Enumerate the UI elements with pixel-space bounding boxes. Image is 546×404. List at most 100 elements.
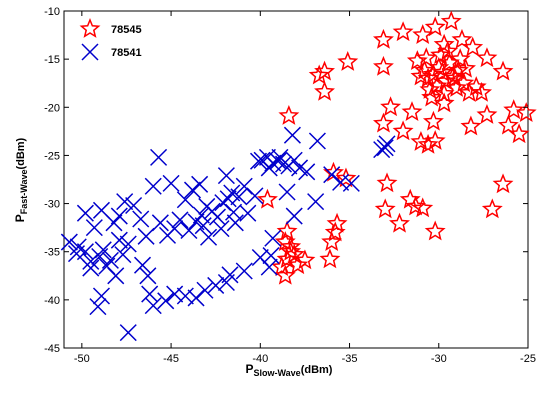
point-78541-15 — [105, 214, 123, 232]
point-78545-55 — [424, 130, 446, 150]
legend-x-icon — [81, 43, 99, 61]
x-axis-label: PSlow-Wave(dBm) — [246, 362, 333, 378]
point-78541-26 — [166, 220, 184, 238]
point-78541-22 — [150, 148, 168, 166]
point-78545-48 — [373, 112, 394, 133]
point-78541-5 — [94, 241, 112, 259]
point-78545-56 — [492, 173, 514, 194]
legend-label-78541: 78541 — [111, 47, 142, 59]
point-78541-62 — [308, 132, 326, 150]
point-78541-45 — [183, 181, 202, 199]
point-78541-89 — [144, 297, 162, 315]
point-78541-84 — [166, 285, 184, 303]
point-78541-47 — [217, 167, 235, 185]
point-78545-79 — [274, 264, 296, 285]
point-78545-52 — [433, 92, 455, 113]
point-78541-92 — [89, 298, 107, 316]
point-78541-50 — [249, 152, 268, 170]
point-78545-27 — [430, 44, 451, 65]
point-78541-94 — [67, 245, 86, 263]
point-78541-18 — [125, 196, 143, 215]
point-78545-3 — [392, 21, 414, 42]
point-78545-41 — [503, 99, 525, 120]
point-78541-7 — [101, 251, 119, 269]
point-78541-33 — [208, 208, 227, 226]
point-78545-50 — [476, 104, 498, 124]
point-78545-21 — [442, 65, 464, 86]
y-tick-label-3: -25 — [44, 150, 60, 162]
point-78545-24 — [453, 72, 475, 93]
point-78541-10 — [114, 246, 132, 264]
point-78545-46 — [401, 101, 423, 121]
point-78541-41 — [226, 214, 244, 232]
point-78541-24 — [151, 214, 169, 232]
point-78541-54 — [269, 152, 287, 170]
point-78545-69 — [257, 188, 278, 209]
point-78545-1 — [424, 16, 446, 37]
point-78545-31 — [415, 47, 437, 68]
point-78541-43 — [246, 187, 264, 205]
point-78545-8 — [476, 47, 498, 68]
point-78545-76 — [283, 243, 305, 264]
point-78545-37 — [451, 28, 473, 49]
point-78541-9 — [110, 231, 128, 249]
point-78545-28 — [437, 40, 459, 61]
point-78541-17 — [116, 193, 134, 211]
y-tick-label-0: -10 — [44, 6, 60, 18]
point-78541-0 — [60, 233, 78, 251]
point-78545-61 — [405, 195, 427, 216]
point-78545-54 — [417, 133, 439, 154]
point-78545-39 — [465, 76, 487, 96]
y-tick-label-7: -45 — [44, 343, 60, 355]
marks-layer — [60, 10, 537, 342]
point-78541-91 — [92, 287, 111, 305]
point-78541-44 — [176, 191, 194, 209]
point-78541-38 — [194, 217, 212, 235]
point-78541-23 — [162, 174, 180, 192]
point-78541-27 — [171, 211, 189, 229]
point-78541-28 — [180, 222, 198, 240]
ticks-layer: -50 -45 -40 -35 -30 -25 -10 -15 -20 -25 -30 -35 -40 -… — [44, 6, 536, 365]
point-78545-68 — [278, 104, 300, 125]
point-78545-57 — [481, 198, 503, 219]
point-78545-11 — [314, 60, 335, 81]
point-78545-0 — [412, 24, 434, 44]
point-78541-87 — [133, 256, 152, 274]
point-78545-9 — [337, 51, 359, 71]
legend: 78545 78541 — [79, 18, 142, 61]
series-78541 — [60, 126, 396, 342]
point-78541-63 — [298, 163, 316, 181]
point-78541-80 — [207, 276, 225, 294]
point-78545-65 — [376, 172, 398, 193]
point-78541-85 — [157, 292, 175, 310]
point-78541-64 — [323, 166, 341, 184]
point-78541-30 — [192, 206, 210, 224]
point-78541-68 — [376, 139, 394, 157]
point-78545-78 — [287, 254, 309, 275]
point-78541-12 — [76, 204, 94, 222]
legend-marker-78545 — [79, 18, 101, 38]
point-78541-86 — [141, 285, 159, 303]
point-78545-35 — [421, 86, 443, 107]
point-78545-36 — [433, 82, 455, 103]
point-78545-42 — [515, 102, 537, 122]
point-78541-72 — [285, 207, 303, 225]
point-78541-76 — [260, 258, 278, 276]
point-78541-36 — [225, 203, 243, 221]
x-tick-label-1: -45 — [163, 353, 179, 365]
x-tick-label-4: -30 — [431, 353, 447, 365]
point-78541-21 — [144, 177, 162, 195]
point-78541-20 — [137, 227, 155, 245]
point-78545-4 — [373, 28, 394, 49]
point-78545-81 — [319, 248, 341, 269]
point-78545-47 — [380, 96, 402, 117]
point-78541-81 — [196, 281, 214, 299]
point-78545-33 — [455, 57, 476, 78]
point-78545-5 — [373, 55, 394, 76]
point-78545-18 — [431, 61, 453, 82]
point-78545-51 — [460, 115, 482, 136]
point-78545-38 — [492, 60, 514, 81]
legend-label-78545: 78545 — [111, 24, 142, 36]
y-axis-label: PFast-Wave(dBm) — [13, 137, 29, 222]
